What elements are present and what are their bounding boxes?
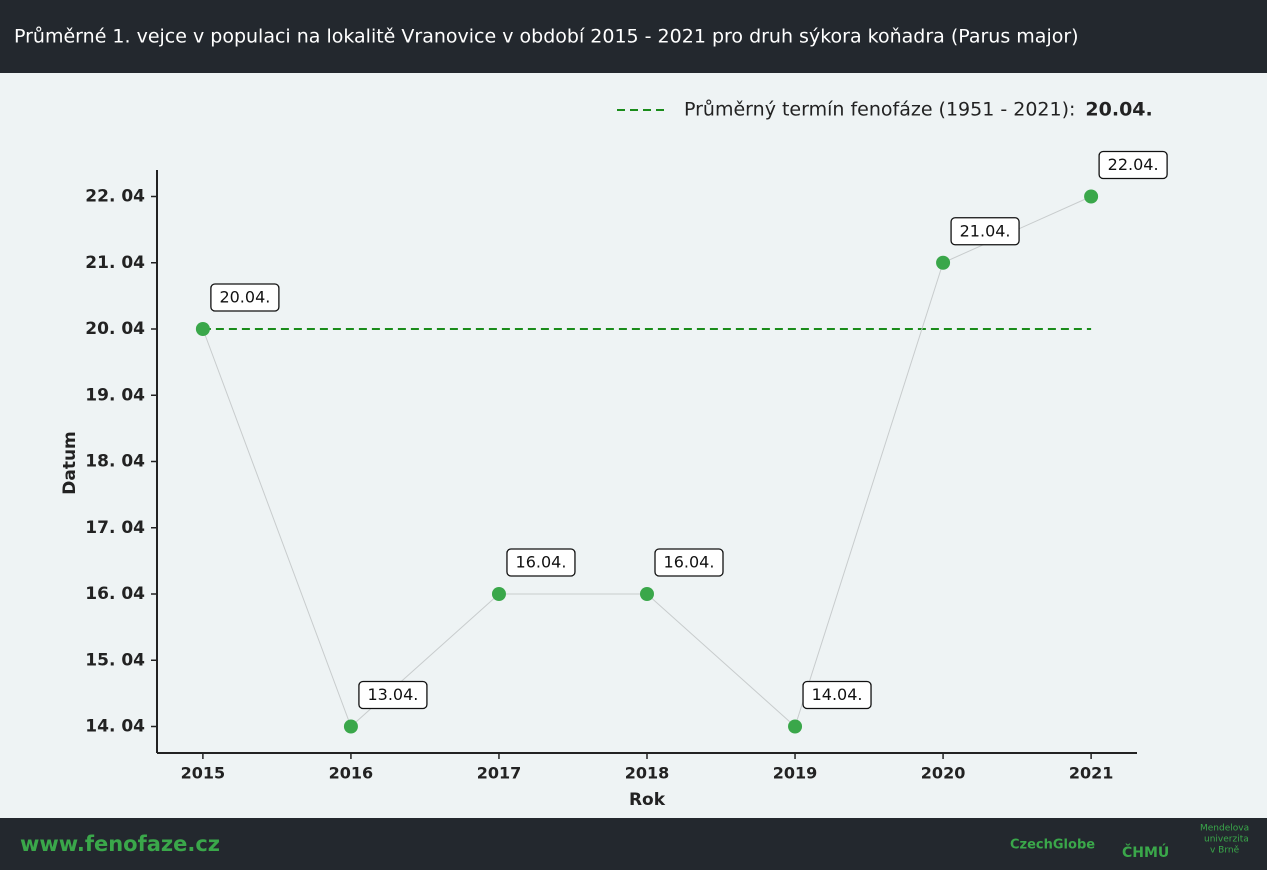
header-bar — [0, 0, 1267, 73]
data-label-box — [950, 217, 1020, 246]
data-label: 14.04. — [812, 685, 863, 704]
footer-url: www.fenofaze.cz — [20, 832, 220, 856]
legend-label: Průměrný termín fenofáze (1951 - 2021): — [684, 99, 1075, 121]
x-tick-label: 2020 — [921, 764, 966, 783]
y-axis-label: Datum — [60, 431, 80, 495]
footer-bar — [0, 818, 1267, 870]
data-label: 13.04. — [367, 685, 418, 704]
logo: Mendelova — [1200, 824, 1249, 834]
data-label-box — [506, 548, 576, 577]
y-tick-label: 22. 04 — [85, 187, 145, 207]
y-tick-label: 15. 04 — [85, 650, 145, 670]
point — [936, 255, 951, 270]
data-label-box — [654, 548, 724, 577]
logo: univerzita — [1204, 835, 1249, 845]
x-tick-label: 2015 — [181, 764, 226, 783]
y-tick-label: 14. 04 — [85, 717, 145, 737]
data-label-box — [802, 680, 872, 710]
point — [195, 322, 210, 336]
data-label: 20.04. — [219, 288, 270, 307]
y-tick-label: 18. 04 — [85, 452, 145, 472]
y-tick-label: 21. 04 — [85, 253, 145, 273]
data-label: 16.04. — [664, 553, 715, 572]
x-tick-label: 2016 — [329, 764, 374, 783]
data-label-box — [1098, 150, 1168, 180]
point — [491, 587, 506, 601]
x-axis-label: Rok — [629, 790, 666, 810]
data-label: 22.04. — [1108, 155, 1159, 174]
data-label-box — [210, 283, 280, 312]
data-label: 16.04. — [516, 553, 567, 572]
y-tick-label: 17. 04 — [85, 518, 145, 538]
y-tick-label: 20. 04 — [85, 319, 145, 339]
point — [343, 719, 358, 734]
point — [1084, 189, 1099, 204]
x-tick-label: 2021 — [1069, 764, 1114, 783]
y-tick-label: 19. 04 — [85, 385, 145, 405]
logo: ČHMÚ — [1122, 843, 1169, 861]
data-label-box — [358, 680, 428, 710]
x-tick-label: 2019 — [773, 764, 818, 783]
logo: CzechGlobe — [1010, 838, 1095, 853]
point — [640, 587, 654, 601]
logo: v Brně — [1210, 846, 1240, 856]
x-tick-label: 2017 — [477, 764, 522, 783]
y-tick-label: 16. 04 — [85, 584, 145, 604]
x-tick-label: 2018 — [625, 764, 670, 783]
data-label: 21.04. — [960, 221, 1011, 240]
legend-value: 20.04. — [1085, 99, 1152, 121]
chart-title: Průměrné 1. vejce v populaci na lokalitě… — [14, 26, 1079, 48]
point — [788, 719, 803, 734]
